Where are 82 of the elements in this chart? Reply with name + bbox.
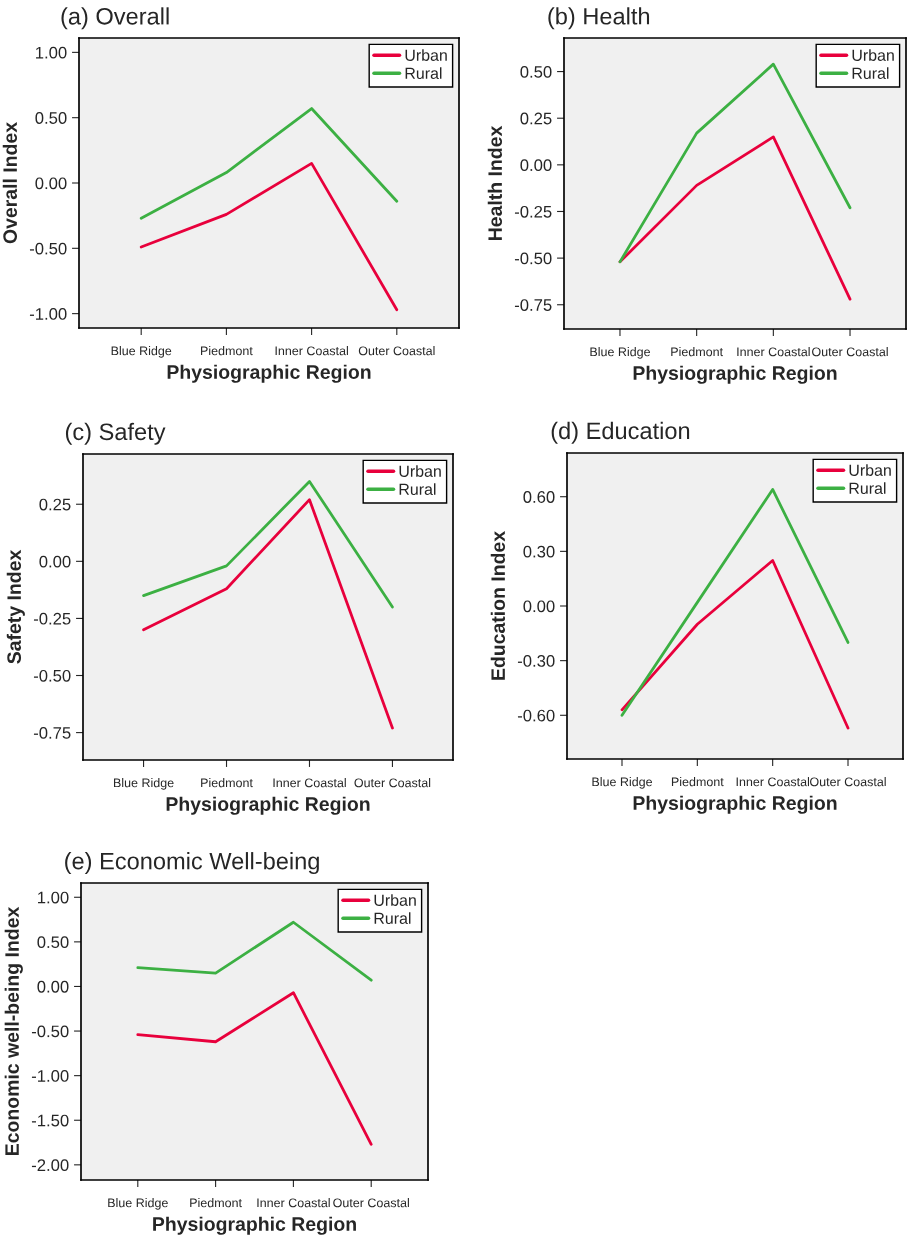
y-tick-label: 1.00 [36,46,67,59]
legend-label: Urban [405,49,447,61]
x-tick-label: Piedmont [201,778,253,788]
line-series [136,991,373,1146]
line-series [139,162,399,312]
x-tick-label: Piedmont [190,1198,242,1208]
legend-label: Rural [399,483,436,495]
y-tick-label: 1.00 [38,891,69,904]
y-tick-label: 0.25 [520,112,552,125]
x-tick-label: Outer Coastal [333,1198,409,1208]
y-tick-label: -0.30 [517,655,555,667]
chart-title: (b) Health [548,7,650,30]
x-tick-label: Piedmont [201,346,253,356]
y-tick-label: 0.50 [37,936,69,949]
x-tick-label: Outer Coastal [358,346,435,356]
y-tick-label: 0.25 [39,498,71,511]
x-tick-label: Blue Ridge [590,347,650,359]
y-axis-title: Safety Index [6,549,25,664]
legend-label: Rural [374,912,411,924]
y-axis-title: Education Index [490,531,506,680]
x-axis-title: Physiographic Region [153,1216,356,1235]
x-tick-label: Outer Coastal [354,778,431,788]
x-tick-label: Inner Coastal [737,347,810,357]
x-tick-label: Outer Coastal [812,347,888,357]
y-tick-label: -0.50 [514,252,552,265]
chart-title: (d) Education [551,421,690,444]
legend-label: Rural [849,482,886,494]
x-tick-label: Outer Coastal [810,777,886,787]
x-tick-label: Inner Coastal [736,777,810,787]
line-series [620,559,850,730]
x-tick-label: Blue Ridge [111,346,172,358]
y-tick-label: 0.50 [35,112,67,124]
x-axis-title: Physiographic Region [166,796,370,815]
x-axis-title: Physiographic Region [167,364,371,383]
y-tick-label: 0.30 [523,545,555,558]
y-tick-label: -0.75 [514,299,552,311]
x-tick-label: Blue Ridge [592,777,653,789]
legend-label: Urban [374,894,416,906]
y-tick-label: -0.50 [33,669,71,682]
chart-title: (a) Overall [61,7,169,30]
y-axis-title: Health Index [487,125,503,240]
line-series [618,62,852,264]
x-tick-label: Piedmont [671,777,724,787]
line-series [142,480,394,609]
y-tick-label: -0.50 [31,1025,69,1038]
y-tick-label: 0.00 [39,555,71,568]
x-tick-label: Blue Ridge [108,1198,168,1210]
y-tick-label: 0.00 [520,159,552,172]
legend-label: Urban [849,464,891,476]
y-tick-label: 0.00 [37,980,69,993]
y-tick-label: 0.00 [523,600,555,613]
line-series [142,498,394,730]
y-tick-label: -0.75 [33,727,71,739]
y-tick-label: -1.00 [29,308,67,320]
legend-label: Urban [852,49,894,61]
y-tick-label: -0.50 [29,242,67,255]
legend-label: Rural [405,67,442,79]
x-tick-label: Inner Coastal [275,346,348,356]
y-tick-label: 0.60 [523,491,555,503]
y-tick-label: -1.00 [31,1070,69,1082]
y-tick-label: -0.60 [517,709,555,722]
x-tick-label: Inner Coastal [257,1198,330,1208]
x-tick-label: Blue Ridge [114,778,174,790]
line-series [136,920,373,982]
line-series [620,488,850,717]
y-tick-label: 0.50 [520,65,552,78]
x-tick-label: Piedmont [671,347,723,357]
chart-title: (c) Safety [65,422,166,445]
legend-label: Rural [852,67,889,79]
legend-label: Urban [399,465,441,477]
y-axis-title: Overall Index [2,122,18,244]
y-tick-label: -1.50 [31,1114,69,1127]
y-tick-label: -0.25 [33,612,71,625]
x-axis-title: Physiographic Region [633,365,837,384]
y-axis-title: Economic well-being Index [4,906,23,1155]
y-tick-label: -0.25 [514,205,552,218]
line-series [139,107,399,220]
chart-title: (e) Economic Well-being [65,852,319,875]
y-tick-label: -2.00 [31,1159,69,1172]
x-axis-title: Physiographic Region [633,795,837,814]
x-tick-label: Inner Coastal [273,778,346,788]
y-tick-label: 0.00 [35,177,67,190]
